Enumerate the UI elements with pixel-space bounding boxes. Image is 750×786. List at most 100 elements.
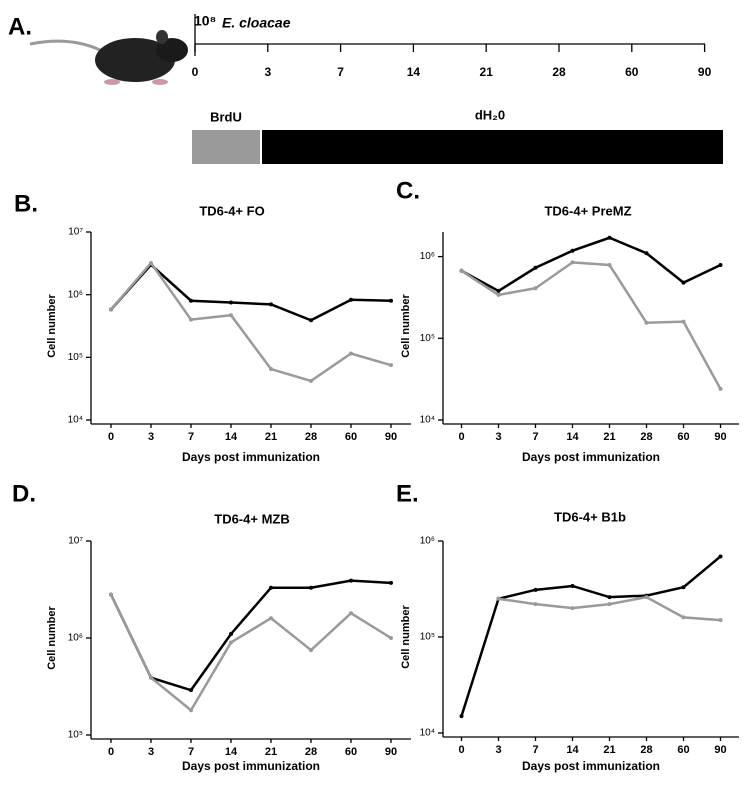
treatment-label: BrdU	[210, 109, 242, 124]
data-point	[681, 585, 686, 590]
x-tick-label: 90	[385, 431, 397, 443]
x-tick-label: 28	[640, 744, 652, 756]
organism: E. cloacae	[222, 15, 291, 31]
data-point	[718, 262, 723, 267]
x-tick-label: 28	[305, 431, 317, 443]
x-tick-label: 90	[385, 746, 397, 758]
y-tick-label: 10⁷	[68, 536, 83, 547]
x-axis-label: Days post immunization	[522, 759, 660, 773]
mouse-illustration	[29, 30, 188, 85]
y-tick-label: 10⁶	[420, 251, 435, 262]
data-point	[149, 261, 153, 266]
data-point	[269, 367, 273, 372]
chart-title: TD6-4+ FO	[199, 203, 264, 218]
chart-title: TD6-4+ B1b	[554, 509, 626, 524]
data-point	[109, 307, 113, 312]
data-point	[681, 319, 686, 324]
x-tick-label: 3	[148, 746, 154, 758]
data-point	[189, 688, 193, 693]
data-point	[349, 297, 353, 302]
y-axis-label: Cell number	[46, 294, 58, 358]
panel-label: E.	[396, 480, 419, 507]
data-point	[459, 714, 464, 719]
x-tick-label: 3	[495, 431, 501, 443]
data-point	[269, 616, 273, 621]
y-tick-label: 10⁶	[68, 633, 83, 644]
panel-label: A.	[8, 13, 32, 40]
y-tick-label: 10⁵	[68, 352, 83, 363]
y-tick-label: 10⁴	[68, 415, 83, 426]
x-axis-label: Days post immunization	[182, 759, 320, 773]
data-point	[533, 587, 538, 592]
data-point	[309, 648, 313, 653]
x-tick-label: 14	[566, 431, 579, 443]
data-point	[496, 596, 501, 601]
data-point	[189, 317, 193, 322]
chart-panel: C. TD6-4+ PreMZ Cell number Days post immun…	[396, 177, 739, 464]
data-point	[570, 606, 575, 611]
panel-label: B.	[14, 190, 38, 217]
x-tick-label: 60	[345, 746, 357, 758]
data-point	[229, 313, 233, 318]
y-axis-label: Cell number	[46, 606, 58, 670]
data-point	[570, 260, 575, 265]
data-point	[229, 300, 233, 305]
timeline-ticks: 0 3 7 14 21 28 60 90	[192, 44, 712, 79]
x-tick-label: 7	[532, 431, 538, 443]
x-tick-label: 0	[108, 431, 114, 443]
timeline-day: 3	[264, 65, 271, 79]
data-point	[389, 636, 393, 640]
data-point	[644, 320, 649, 325]
timeline-day: 90	[698, 65, 712, 79]
chart-panel: D. TD6-4+ MZB Cell number Days post immuniz…	[12, 480, 411, 773]
data-point	[607, 602, 612, 607]
y-tick-label: 10⁴	[420, 415, 435, 426]
data-point	[718, 386, 723, 391]
x-tick-label: 7	[188, 431, 194, 443]
y-tick-label: 10⁶	[68, 289, 83, 300]
timeline-day: 7	[337, 65, 344, 79]
x-axis-label: Days post immunization	[522, 450, 660, 464]
x-tick-label: 0	[108, 746, 114, 758]
x-tick-label: 28	[640, 431, 652, 443]
panel-label: D.	[12, 480, 36, 507]
data-point	[309, 378, 313, 383]
treatment-label: dH₂0	[475, 107, 505, 122]
x-tick-label: 3	[148, 431, 154, 443]
x-tick-label: 21	[603, 744, 615, 756]
data-point	[149, 675, 153, 680]
data-point	[644, 595, 649, 600]
x-tick-label: 90	[714, 431, 726, 443]
x-tick-label: 60	[677, 431, 689, 443]
x-tick-label: 14	[566, 744, 579, 756]
data-point	[533, 265, 538, 270]
data-point	[269, 585, 273, 590]
x-tick-label: 60	[345, 431, 357, 443]
series-line	[460, 555, 722, 717]
y-tick-label: 10⁷	[68, 227, 83, 238]
data-point	[389, 580, 393, 585]
x-tick-label: 90	[714, 744, 726, 756]
series-line	[498, 595, 721, 622]
data-point	[349, 611, 353, 616]
data-point	[389, 363, 393, 368]
timeline-day: 60	[625, 65, 639, 79]
series-line	[460, 236, 722, 293]
series-line	[109, 594, 392, 713]
dose: 10⁸	[194, 13, 216, 29]
timeline-day: 21	[480, 65, 494, 79]
timeline-day: 0	[192, 65, 199, 79]
data-point	[496, 288, 501, 293]
data-point	[607, 235, 612, 240]
x-tick-label: 21	[265, 746, 277, 758]
data-point	[109, 592, 113, 597]
y-axis-label: Cell number	[400, 294, 412, 358]
data-point	[570, 583, 575, 588]
data-point	[189, 708, 193, 713]
x-tick-label: 14	[225, 746, 238, 758]
data-point	[533, 286, 538, 291]
x-tick-label: 21	[265, 431, 277, 443]
data-point	[189, 298, 193, 303]
x-tick-label: 7	[188, 746, 194, 758]
panel-label: C.	[396, 177, 420, 204]
